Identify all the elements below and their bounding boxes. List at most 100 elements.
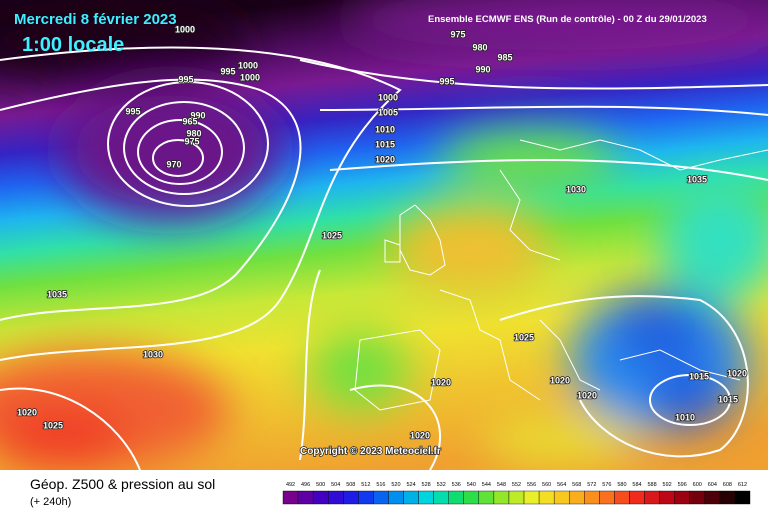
scale-label: 540: [467, 482, 476, 488]
scale-label: 536: [452, 482, 461, 488]
scale-swatch: [448, 490, 464, 505]
scale-swatch: [584, 490, 600, 505]
date: Mercredi 8 février 2023: [14, 11, 177, 28]
scale-label: 516: [376, 482, 385, 488]
model-run: Ensemble ECMWF ENS (Run de contrôle) - 0…: [428, 14, 707, 25]
scale-label: 544: [482, 482, 491, 488]
scale-swatch: [433, 490, 449, 505]
isobar-label: 1020: [577, 390, 597, 400]
isobar-label: 1020: [375, 154, 395, 164]
isobar-label: 995: [178, 74, 193, 84]
isobar-label: 1020: [550, 375, 570, 385]
scale-label: 592: [663, 482, 672, 488]
scale-swatch: [312, 490, 329, 505]
scale-swatch: [418, 490, 434, 505]
scale-label: 560: [542, 482, 551, 488]
scale-swatch: [689, 490, 706, 505]
scale-label: 608: [723, 482, 732, 488]
scale-label: 556: [527, 482, 536, 488]
isobar-label: 970: [166, 159, 181, 169]
scale-swatch: [659, 490, 675, 505]
scale-label: 584: [632, 482, 641, 488]
scale-label: 508: [346, 482, 355, 488]
footer-title: Géop. Z500 & pression au sol: [30, 476, 215, 492]
scale-label: 596: [678, 482, 687, 488]
isobar-label: 1015: [718, 394, 738, 404]
scale-label: 496: [301, 482, 310, 488]
scale-label: 504: [331, 482, 340, 488]
scale-swatch: [508, 490, 525, 505]
isobar-label: 995: [439, 76, 454, 86]
isobar-label: 995: [125, 106, 140, 116]
isobar-label: 1000: [240, 72, 260, 82]
isobar-label: 980: [472, 42, 487, 52]
scale-swatch: [282, 490, 299, 505]
isobar-label: 995: [220, 66, 235, 76]
isobar-label: 965: [182, 116, 197, 126]
isobar-label: 1025: [43, 420, 63, 430]
scale-swatch: [403, 490, 419, 505]
scale-swatch: [674, 490, 690, 505]
scale-swatch: [538, 490, 555, 505]
scale-swatch: [358, 490, 374, 505]
copyright: Copyright © 2023 Meteociel.fr: [300, 446, 441, 457]
isobar-label: 985: [497, 52, 512, 62]
color-scale: 492 496 500 504 508 512 516 520 524 528 532 536 540 5…: [282, 482, 751, 505]
scale-label: 612: [738, 482, 747, 488]
isobar-label: 1005: [378, 107, 398, 117]
scale-swatch: [297, 490, 314, 505]
isobar-label: 980: [186, 128, 201, 138]
scale-swatch: [553, 490, 570, 505]
scale-label: 532: [437, 482, 446, 488]
scale-swatch: [614, 490, 630, 505]
scale-swatch: [569, 490, 585, 505]
scale-label: 600: [693, 482, 702, 488]
scale-label: 580: [617, 482, 626, 488]
isobar-label: 1015: [375, 139, 395, 149]
scale-swatch: [493, 490, 510, 505]
scale-label: 524: [406, 482, 415, 488]
scale-label: 552: [512, 482, 521, 488]
isobar-lines: [0, 46, 768, 471]
isobar-label: 1020: [17, 407, 37, 417]
scale-swatch: [463, 490, 480, 505]
isobar-label: 1035: [47, 289, 67, 299]
scale-swatch: [478, 490, 495, 505]
isobar-label: 975: [450, 29, 465, 39]
scale-swatch: [327, 490, 344, 505]
scale-swatch: [644, 490, 660, 505]
lead-time: (+ 240h): [30, 496, 71, 508]
scale-label: 500: [316, 482, 325, 488]
scale-swatch: [523, 490, 540, 505]
scale-label: 604: [708, 482, 717, 488]
scale-swatch: [343, 490, 359, 505]
scale-swatch: [704, 490, 721, 505]
isobar-label: 1020: [727, 368, 747, 378]
scale-label: 568: [572, 482, 581, 488]
scale-label: 528: [422, 482, 431, 488]
scale-label: 588: [647, 482, 656, 488]
isobar-label: 1025: [322, 230, 342, 240]
isobar-label: 1015: [689, 371, 709, 381]
scale-label: 512: [361, 482, 370, 488]
scale-swatch: [734, 490, 751, 505]
coastlines: [354, 139, 768, 411]
scale-label: 548: [497, 482, 506, 488]
isobar-label: 1020: [431, 377, 451, 387]
isobar-label: 1030: [566, 184, 586, 194]
scale-label: 492: [286, 482, 295, 488]
isobar-label: 975: [184, 136, 199, 146]
field: [0, 0, 768, 470]
scale-swatch: [388, 490, 404, 505]
scale-swatch: [373, 490, 389, 505]
isobar-label: 1035: [687, 174, 707, 184]
scale-label: 572: [587, 482, 596, 488]
isobar-label: 1010: [375, 124, 395, 134]
scale-swatch: [719, 490, 736, 505]
scale-label: 576: [602, 482, 611, 488]
isobar-label: 1000: [378, 92, 398, 102]
isobar-label: 990: [190, 110, 205, 120]
isobar-label: 1020: [410, 430, 430, 440]
